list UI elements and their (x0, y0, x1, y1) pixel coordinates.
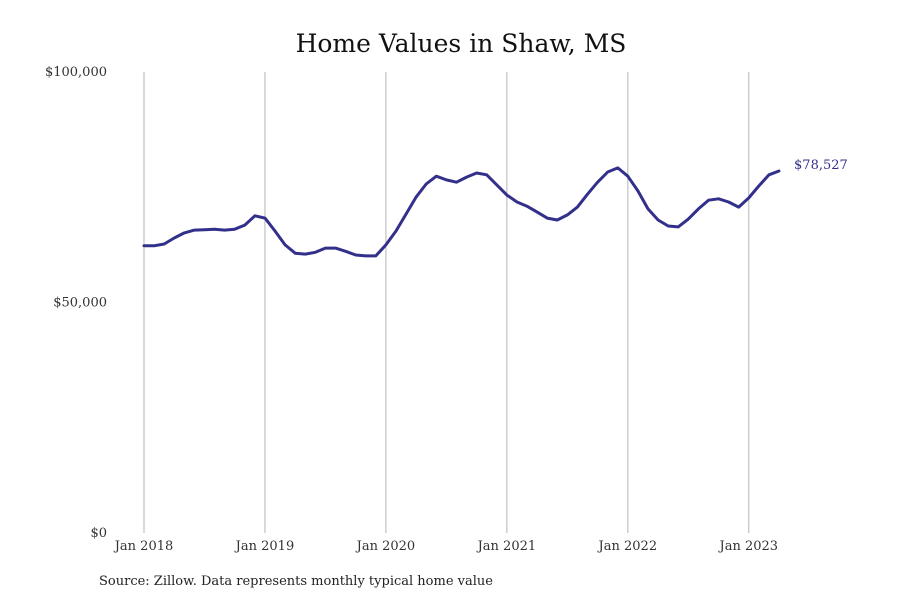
data-point (586, 193, 589, 196)
series-line (142, 166, 781, 258)
data-point (263, 217, 266, 220)
x-tick-label: Jan 2018 (113, 539, 174, 554)
series-layer: $78,527 (142, 158, 848, 258)
data-point (344, 250, 347, 253)
x-tick-label: Jan 2023 (718, 539, 779, 554)
data-point (505, 194, 508, 197)
data-point (495, 183, 498, 186)
chart-title: Home Values in Shaw, MS (296, 29, 627, 58)
x-axis-ticks: Jan 2018 Jan 2019 Jan 2020 Jan 2021 Jan 2022… (113, 539, 778, 554)
data-point (717, 197, 720, 200)
y-tick-label: $0 (90, 526, 107, 541)
data-point (455, 181, 458, 184)
data-point (143, 244, 146, 247)
x-tick-label: Jan 2021 (476, 539, 537, 554)
y-tick-label: $100,000 (45, 65, 107, 80)
data-point (616, 166, 619, 169)
data-point (163, 242, 166, 245)
data-point (223, 229, 226, 232)
data-point (737, 206, 740, 209)
data-point (203, 228, 206, 231)
data-point (647, 207, 650, 210)
data-point (475, 171, 478, 174)
data-point (596, 181, 599, 184)
data-point (626, 175, 629, 178)
data-point (304, 253, 307, 256)
data-point (284, 243, 287, 246)
source-note: Source: Zillow. Data represents monthly … (99, 574, 493, 589)
x-tick-label: Jan 2022 (597, 539, 658, 554)
data-point (173, 236, 176, 239)
data-point (364, 254, 367, 257)
data-point (566, 213, 569, 216)
data-point (324, 247, 327, 250)
data-point (374, 254, 377, 257)
data-point (384, 243, 387, 246)
data-point (767, 173, 770, 176)
data-point (636, 189, 639, 192)
x-tick-label: Jan 2019 (234, 539, 295, 554)
data-point (677, 225, 680, 228)
data-point (687, 218, 690, 221)
data-point (667, 224, 670, 227)
data-point (435, 175, 438, 178)
data-point (183, 231, 186, 234)
data-point (314, 251, 317, 254)
data-point (778, 169, 781, 172)
data-point (606, 171, 609, 174)
data-point (757, 184, 760, 187)
data-point (405, 212, 408, 215)
data-point (425, 183, 428, 186)
data-point (213, 228, 216, 231)
data-point (526, 205, 529, 208)
data-point (515, 201, 518, 204)
data-point (243, 224, 246, 227)
data-point (536, 211, 539, 214)
data-point (465, 176, 468, 179)
data-point (395, 230, 398, 233)
y-axis-ticks: $0 $50,000 $100,000 (45, 65, 107, 541)
data-point (546, 217, 549, 220)
data-point (747, 196, 750, 199)
data-point (576, 206, 579, 209)
data-point (253, 214, 256, 217)
data-point (697, 207, 700, 210)
data-point (274, 230, 277, 233)
data-point (445, 178, 448, 181)
y-tick-label: $50,000 (53, 296, 107, 311)
data-point (707, 199, 710, 202)
data-point (727, 201, 730, 204)
data-point (193, 229, 196, 232)
data-point (485, 173, 488, 176)
data-point (354, 254, 357, 257)
data-point (334, 247, 337, 250)
data-point (657, 218, 660, 221)
data-point (294, 252, 297, 255)
data-point (556, 218, 559, 221)
data-point (233, 228, 236, 231)
data-point (415, 195, 418, 198)
x-tick-label: Jan 2020 (355, 539, 416, 554)
data-point (153, 244, 156, 247)
end-value-label: $78,527 (794, 158, 848, 173)
gridlines (143, 72, 750, 533)
